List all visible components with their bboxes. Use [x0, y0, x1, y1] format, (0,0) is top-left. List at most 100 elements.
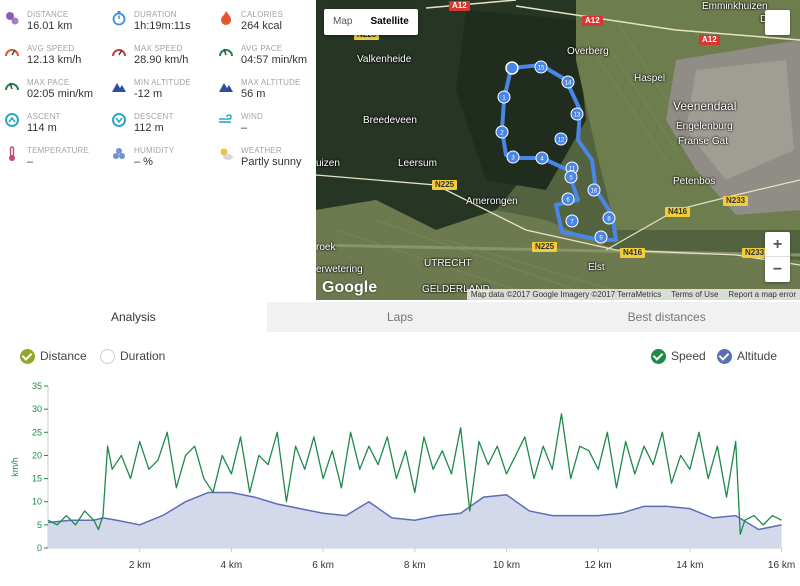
km-marker-label: 3	[511, 156, 515, 162]
km-marker-dot[interactable]	[565, 214, 579, 228]
stat-avg-pace: AVG PACE 04:57 min/km	[214, 34, 319, 68]
km-marker-dot[interactable]	[564, 170, 578, 184]
km-marker-label: 9	[599, 236, 603, 242]
km-marker[interactable]: 8	[602, 211, 616, 225]
km-marker[interactable]: 3	[506, 150, 520, 164]
distance-check-icon	[20, 348, 35, 364]
duration-axis-toggle[interactable]: Duration	[100, 347, 165, 365]
km-marker[interactable]: 6	[561, 192, 575, 206]
stat-calories: CALORIES 264 kcal	[214, 0, 319, 34]
km-marker-dot[interactable]	[561, 192, 575, 206]
tab-laps[interactable]: Laps	[266, 302, 534, 332]
altitude-line[interactable]	[47, 491, 782, 531]
stat-min-altitude-label: MIN ALTITUDE	[134, 78, 191, 87]
km-marker[interactable]: 16	[587, 183, 601, 197]
x-tick-label: 12 km	[585, 560, 612, 571]
km-marker[interactable]: 12	[554, 132, 568, 146]
x-tick-label: 6 km	[312, 560, 334, 571]
km-marker[interactable]: 15	[534, 60, 548, 74]
km-marker[interactable]: 7	[565, 214, 579, 228]
speed-altitude-chart[interactable]: 0 5 10 15 20 25 30 35 km/h 2 km 4 km 6 km 8 km 10 km 1…	[0, 370, 800, 580]
km-marker-dot[interactable]	[495, 125, 509, 139]
map-place-label: Veenendaal	[673, 99, 737, 113]
km-marker[interactable]: 5	[564, 170, 578, 184]
altitude-check-icon	[717, 348, 732, 364]
satellite-imagery[interactable]: 15 14 1 13 2 12 3 4 11 5 16 6 8 7 9	[316, 0, 800, 300]
map-attribution: Map data ©2017 Google Imagery ©2017 Terr…	[466, 289, 800, 300]
terms-of-use-link[interactable]: Terms of Use	[671, 290, 719, 299]
km-marker-dot[interactable]	[497, 90, 511, 104]
x-tick-label: 8 km	[404, 560, 426, 571]
zoom-in-button[interactable]: +	[765, 232, 790, 257]
analysis-tabs: Analysis Laps Best distances	[0, 302, 800, 332]
km-marker-dot[interactable]	[587, 183, 601, 197]
stopwatch-icon	[112, 11, 126, 26]
km-marker-dot[interactable]	[535, 151, 549, 165]
stat-descent-value: 112 m	[134, 122, 164, 134]
speed-line[interactable]	[47, 413, 782, 535]
speedometer-icon	[112, 49, 126, 57]
km-marker[interactable]: 2	[495, 125, 509, 139]
altitude-series-toggle[interactable]: Altitude	[717, 347, 777, 365]
map-place-label: erwetering	[316, 264, 363, 275]
map-type-map-button[interactable]: Map	[333, 16, 353, 27]
road-shield: A12	[582, 16, 603, 26]
km-marker[interactable]: 13	[570, 107, 584, 121]
stat-wind-label: WIND	[241, 112, 264, 121]
stat-avg-speed-value: 12.13 km/h	[27, 54, 82, 66]
map-place-label: Leersum	[398, 158, 437, 169]
tab-analysis[interactable]: Analysis	[0, 302, 267, 332]
zoom-out-button[interactable]: −	[772, 261, 783, 278]
stat-temperature-label: TEMPERATURE	[27, 146, 90, 155]
stat-max-pace: MAX PACE 02:05 min/km	[0, 68, 105, 102]
duration-check-icon	[100, 348, 115, 364]
descent-icon	[112, 113, 126, 127]
fullscreen-button[interactable]	[765, 10, 790, 35]
x-tick-label: 14 km	[676, 560, 703, 571]
map-type-satellite-button[interactable]: Satellite	[370, 16, 409, 27]
road-shield: N225	[432, 180, 458, 190]
stat-min-altitude-value: -12 m	[134, 88, 163, 100]
road-shield: A12	[449, 1, 470, 11]
stat-duration-value: 1h:19m:11s	[134, 20, 191, 32]
map-place-label: Elst	[588, 262, 605, 273]
km-marker-dot[interactable]	[554, 132, 568, 146]
distance-axis-toggle[interactable]: Distance	[20, 347, 87, 365]
km-marker[interactable]: 1	[497, 90, 511, 104]
droplets-icon	[113, 148, 125, 159]
stat-temperature-value: –	[27, 156, 34, 168]
km-marker-label: 6	[566, 198, 570, 204]
km-marker-dot[interactable]	[570, 107, 584, 121]
km-marker-dot[interactable]	[561, 75, 575, 89]
map-place-label: Emminkhuizen	[702, 1, 768, 12]
y-tick-label: 25	[32, 427, 42, 437]
km-marker[interactable]: 9	[594, 230, 608, 244]
stat-ascent-label: ASCENT	[27, 112, 61, 121]
stat-ascent-value: 114 m	[27, 122, 57, 134]
map-place-label: roek	[316, 242, 336, 253]
y-tick-label: 30	[32, 404, 42, 414]
pace-gauge-icon	[5, 82, 19, 91]
stat-ascent: ASCENT 114 m	[0, 102, 105, 136]
tab-best-distances[interactable]: Best distances	[533, 302, 800, 332]
km-marker[interactable]: 14	[561, 75, 575, 89]
stat-max-speed-label: MAX SPEED	[134, 44, 183, 53]
start-pin-icon[interactable]	[505, 61, 519, 75]
report-map-error-link[interactable]: Report a map error	[728, 290, 796, 299]
altitude-toggle-label: Altitude	[737, 349, 778, 363]
speed-series-toggle[interactable]: Speed	[651, 347, 706, 365]
km-marker[interactable]: 4	[535, 151, 549, 165]
stat-max-altitude-label: MAX ALTITUDE	[241, 78, 301, 87]
stat-distance-value: 16.01 km	[27, 20, 73, 32]
y-tick-label: 10	[32, 497, 42, 507]
stat-weather: WEATHER Partly sunny	[214, 136, 319, 170]
route-map[interactable]: 15 14 1 13 2 12 3 4 11 5 16 6 8 7 9 Emminkhuizen Valken…	[316, 0, 800, 300]
km-marker-dot[interactable]	[602, 211, 616, 225]
mountain-icon	[219, 83, 233, 92]
sun-cloud-icon	[220, 148, 233, 160]
km-marker-dot[interactable]	[534, 60, 548, 74]
km-marker-dot[interactable]	[506, 150, 520, 164]
road-shield: N233	[742, 248, 768, 258]
km-marker-dot[interactable]	[594, 230, 608, 244]
stat-humidity-label: HUMIDITY	[134, 146, 175, 155]
